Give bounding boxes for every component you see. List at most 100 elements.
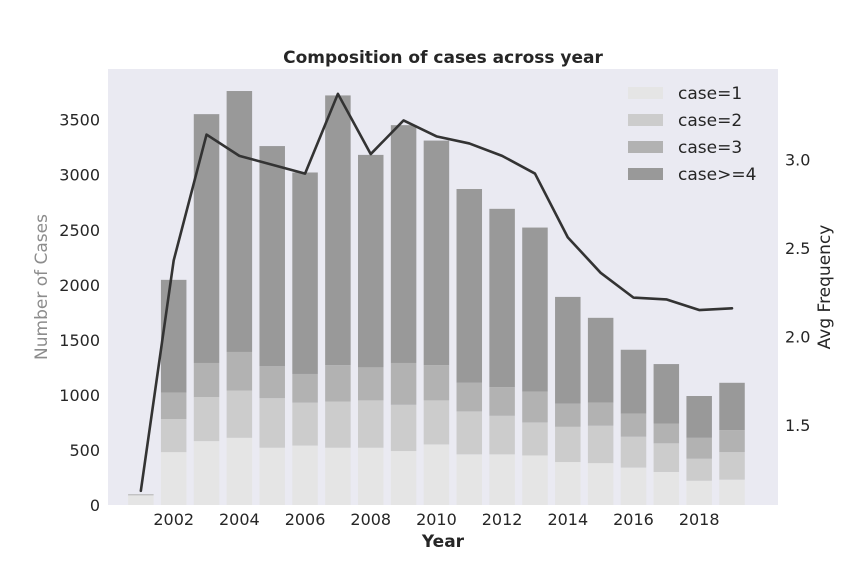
x-tick-label: 2004 [219,510,260,529]
bar-2018-series-2 [686,458,712,481]
bar-2007-series-1 [325,447,351,505]
bar-2019-series-3 [719,430,745,453]
x-axis-title: Year [421,532,465,552]
bar-2015-series-3 [587,402,614,426]
bar-2009-series-4 [390,125,417,363]
bar-2008-series-2 [358,400,384,448]
bar-2010-series-4 [423,140,450,366]
bar-2016-series-1 [620,467,647,505]
bar-2008-series-3 [358,367,384,401]
bar-2006-series-2 [292,402,318,446]
bar-2006-series-4 [292,172,318,374]
bar-2015-series-1 [587,463,614,505]
bar-2018-series-4 [686,396,712,438]
bar-2006-series-1 [292,445,318,505]
bar-2010-series-2 [423,400,450,445]
y-tick-label: 2000 [59,276,100,295]
bar-2012-series-1 [489,454,515,505]
x-tick-label: 2018 [679,510,720,529]
legend-swatch [628,87,663,99]
legend-swatch [628,114,663,126]
x-tick-label: 2006 [285,510,326,529]
x-tick-label: 2016 [613,510,654,529]
bar-2005-series-3 [259,366,285,399]
legend-label: case=1 [678,84,742,104]
bar-2003-series-2 [193,397,220,442]
bar-2002-series-2 [160,419,187,453]
y2-tick-label: 2.0 [785,328,810,347]
bar-2004-series-3 [226,351,253,391]
bar-2015-series-2 [587,425,614,464]
bar-2007-series-2 [325,401,351,448]
bar-2013-series-3 [522,391,548,423]
bar-2003-series-1 [193,441,220,505]
bar-2017-series-1 [653,471,680,505]
legend-swatch [628,141,663,153]
bar-2011-series-4 [456,189,483,383]
bar-2011-series-2 [456,411,483,455]
chart-title: Composition of cases across year [283,48,603,68]
bar-2007-series-4 [325,95,351,366]
x-tick-label: 2002 [153,510,194,529]
bar-2004-series-2 [226,390,253,438]
legend-label: case=2 [678,111,742,131]
y-tick-label: 1000 [59,386,100,405]
bar-2015-series-4 [587,317,614,403]
bar-2019-series-4 [719,382,745,431]
y2-axis-ticks: 1.5 2.0 2.5 3.0 [785,150,810,435]
y-axis-ticks: 0 500 1000 1500 2000 2500 3000 3500 [59,111,100,515]
bar-2011-series-3 [456,382,483,412]
y-tick-label: 1500 [59,331,100,350]
y2-tick-label: 1.5 [785,416,810,435]
x-tick-label: 2010 [416,510,457,529]
x-tick-label: 2008 [350,510,391,529]
bar-2007-series-3 [325,365,351,402]
y-tick-label: 3000 [59,166,100,185]
bar-2004-series-1 [226,437,253,505]
line-group [139,92,734,493]
y-tick-label: 3500 [59,111,100,130]
bar-2003-series-3 [193,362,220,398]
bar-2018-series-3 [686,437,712,459]
bar-2013-series-1 [522,455,548,505]
bar-2002-series-1 [160,452,187,505]
y-tick-label: 0 [90,496,100,515]
y2-tick-label: 3.0 [785,150,810,169]
bar-2005-series-4 [259,146,285,367]
y2-axis-title: Avg Frequency [815,225,835,350]
avg-frequency-line [139,92,734,493]
bar-2009-series-3 [390,362,417,405]
bar-2016-series-2 [620,436,647,468]
bar-2014-series-1 [555,462,581,505]
bar-2016-series-3 [620,413,647,437]
bar-2012-series-2 [489,415,515,455]
bar-2004-series-4 [226,91,253,352]
bar-2005-series-2 [259,398,285,448]
bar-2017-series-3 [653,423,680,444]
x-tick-label: 2014 [547,510,588,529]
bar-2016-series-4 [620,349,647,414]
bar-2002-series-4 [160,279,187,393]
bar-2005-series-1 [259,447,285,505]
bar-2014-series-2 [555,426,581,463]
y-axis-title: Number of Cases [32,214,52,360]
bar-2002-series-3 [160,392,187,420]
bar-2003-series-4 [193,114,220,363]
bar-2009-series-2 [390,404,417,452]
bar-2010-series-1 [423,444,450,505]
bar-2013-series-4 [522,227,548,392]
bar-2017-series-2 [653,443,680,472]
bar-2019-series-1 [719,479,745,505]
bar-2012-series-3 [489,387,515,416]
bar-2011-series-1 [456,454,483,505]
legend-swatch [628,168,663,180]
legend-label: case>=4 [678,165,756,185]
bar-2001-series-2 [128,494,154,496]
bar-2019-series-2 [719,452,745,480]
y2-tick-label: 2.5 [785,239,810,258]
bars-group [128,91,745,505]
legend-label: case=3 [678,138,742,158]
bar-2014-series-4 [555,296,581,404]
y-tick-label: 2500 [59,221,100,240]
